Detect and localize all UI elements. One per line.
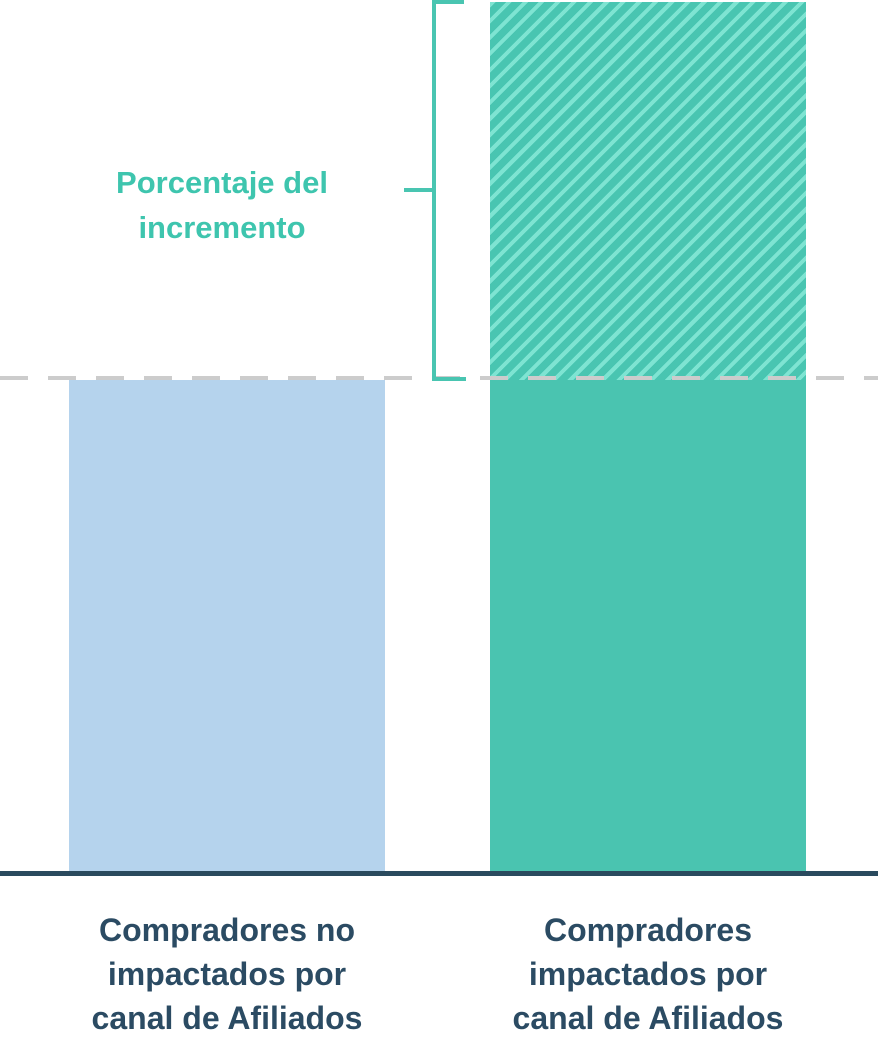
- increment-annotation: Porcentaje del incremento: [52, 160, 392, 250]
- x-label-not-impacted-line2: impactados por: [107, 956, 347, 992]
- increment-annotation-line2: incremento: [138, 210, 306, 245]
- increment-annotation-line1: Porcentaje del: [116, 165, 328, 200]
- bar-impacted-increment-segment: [490, 2, 806, 380]
- x-label-not-impacted-line1: Compradores no: [98, 912, 356, 948]
- bar-not-impacted: [69, 380, 385, 871]
- x-label-impacted-line1: Compradores: [543, 912, 753, 948]
- increment-bracket-leader-line: [404, 188, 432, 192]
- x-label-impacted: Compradores impactados por canal de Afil…: [458, 908, 838, 1038]
- x-label-not-impacted: Compradores no impactados por canal de A…: [37, 908, 417, 1038]
- x-label-not-impacted-line3: canal de Afiliados: [91, 1000, 363, 1036]
- increment-bracket-vertical: [432, 0, 436, 381]
- increment-bracket-bottom-arm: [432, 377, 466, 381]
- x-label-impacted-line3: canal de Afiliados: [512, 1000, 784, 1036]
- x-label-impacted-line2: impactados por: [528, 956, 768, 992]
- x-axis-line: [0, 871, 878, 876]
- increment-bracket-top-arm: [432, 0, 464, 4]
- bar-impacted-base-segment: [490, 380, 806, 871]
